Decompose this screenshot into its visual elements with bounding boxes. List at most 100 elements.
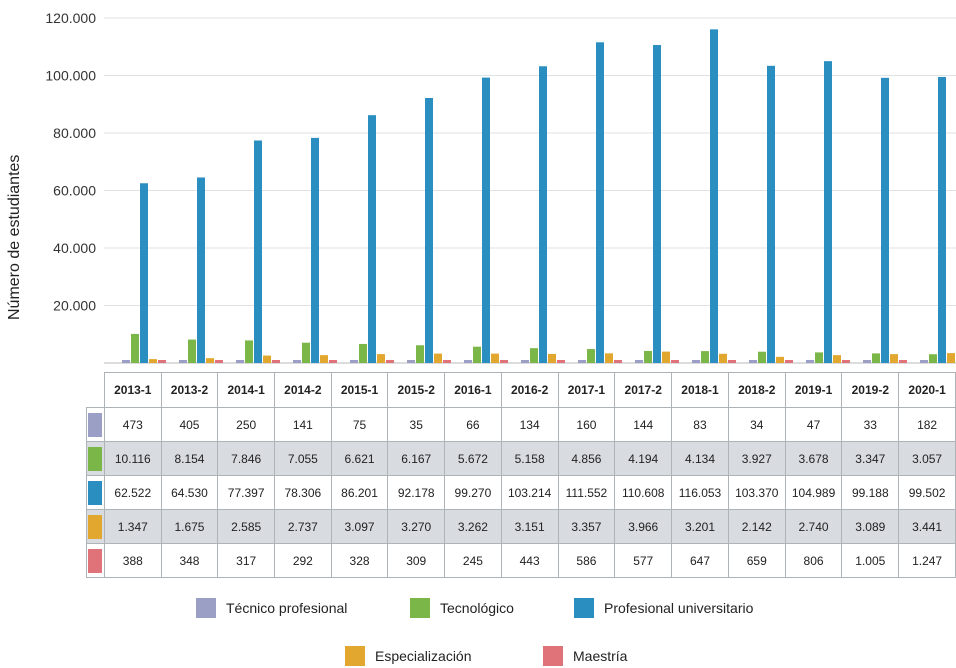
bar <box>272 360 280 363</box>
data-label: 104.989 <box>784 475 843 510</box>
data-label: 10.116 <box>103 441 162 476</box>
data-label: 806 <box>784 543 843 578</box>
bar <box>491 353 499 363</box>
data-label: 110.608 <box>614 475 673 510</box>
data-label: 443 <box>500 543 559 578</box>
data-label: 3.927 <box>727 441 786 476</box>
bar <box>530 348 538 363</box>
bar <box>662 351 670 363</box>
series-key <box>86 441 105 476</box>
category-label: 2020-1 <box>898 372 956 408</box>
table-corner <box>86 372 105 408</box>
data-label: 86.201 <box>330 475 389 510</box>
legend-label: Técnico profesional <box>226 600 348 616</box>
bar <box>653 45 661 363</box>
series-swatch <box>88 548 103 573</box>
bar <box>587 349 595 363</box>
bar <box>206 358 214 363</box>
bar <box>605 353 613 363</box>
bar <box>443 360 451 363</box>
data-label: 75 <box>330 407 389 442</box>
bar <box>758 351 766 363</box>
bar <box>131 333 139 363</box>
bar <box>368 115 376 364</box>
table-row: 10.116 8.154 7.846 7.055 6.621 6.167 5.672 5.15… <box>86 441 956 476</box>
legend-item: Maestría <box>543 646 627 666</box>
data-label: 3.097 <box>330 509 389 544</box>
data-label: 4.134 <box>671 441 729 476</box>
data-label: 77.397 <box>217 475 275 510</box>
category-label: 2016-1 <box>444 372 502 408</box>
data-label: 7.846 <box>217 441 275 476</box>
bar <box>197 177 205 363</box>
legend-item: Tecnológico <box>410 598 514 618</box>
legend-label: Profesional universitario <box>604 600 754 616</box>
data-label: 647 <box>671 543 729 578</box>
series-swatch <box>88 446 103 471</box>
bar <box>863 360 871 363</box>
series-key <box>86 475 105 510</box>
bar <box>635 360 643 363</box>
data-label: 141 <box>274 407 332 442</box>
category-label: 2013-1 <box>103 372 162 408</box>
data-label: 348 <box>160 543 219 578</box>
bar <box>149 359 157 363</box>
data-label: 47 <box>784 407 843 442</box>
bar <box>767 65 775 363</box>
category-label: 2014-2 <box>274 372 332 408</box>
bar <box>122 360 130 363</box>
legend-item: Especialización <box>345 646 472 666</box>
legend-swatch <box>574 598 594 618</box>
data-label: 99.270 <box>444 475 502 510</box>
bar <box>614 360 622 363</box>
category-label: 2013-2 <box>160 372 219 408</box>
data-label: 2.585 <box>217 509 275 544</box>
series-swatch <box>88 514 103 539</box>
bar <box>920 360 928 363</box>
data-label: 586 <box>557 543 616 578</box>
category-label: 2019-2 <box>841 372 900 408</box>
data-label: 66 <box>444 407 502 442</box>
bar <box>407 360 415 363</box>
data-label: 250 <box>217 407 275 442</box>
data-label: 388 <box>103 543 162 578</box>
data-label: 5.158 <box>500 441 559 476</box>
bar <box>833 355 841 363</box>
bar <box>929 354 937 363</box>
bar <box>434 353 442 363</box>
data-label: 3.678 <box>784 441 843 476</box>
bar <box>899 360 907 363</box>
data-label: 3.201 <box>671 509 729 544</box>
data-label: 3.441 <box>898 509 956 544</box>
legend-label: Maestría <box>573 648 628 664</box>
bar <box>710 29 718 363</box>
bar <box>881 77 889 363</box>
data-label: 8.154 <box>160 441 219 476</box>
y-tick-label: 20.000 <box>53 298 96 314</box>
bar <box>215 360 223 363</box>
series-key <box>86 407 105 442</box>
bar <box>521 360 529 363</box>
category-label: 2018-2 <box>727 372 786 408</box>
bar <box>500 360 508 363</box>
bar <box>302 342 310 363</box>
bar <box>644 350 652 363</box>
bar <box>728 360 736 363</box>
bar <box>671 360 679 363</box>
y-axis-label: Número de estudiantes <box>6 154 23 320</box>
data-label: 4.856 <box>557 441 616 476</box>
y-tick-label: 120.000 <box>45 10 96 26</box>
data-label: 659 <box>727 543 786 578</box>
bar <box>359 343 367 363</box>
bar <box>482 77 490 363</box>
category-label: 2017-2 <box>614 372 673 408</box>
data-label: 245 <box>444 543 502 578</box>
data-label: 182 <box>898 407 956 442</box>
bar <box>140 183 148 363</box>
bar <box>539 66 547 363</box>
bar <box>386 360 394 363</box>
data-label: 6.167 <box>387 441 446 476</box>
bar <box>464 360 472 363</box>
bar <box>890 354 898 363</box>
data-label: 33 <box>841 407 900 442</box>
